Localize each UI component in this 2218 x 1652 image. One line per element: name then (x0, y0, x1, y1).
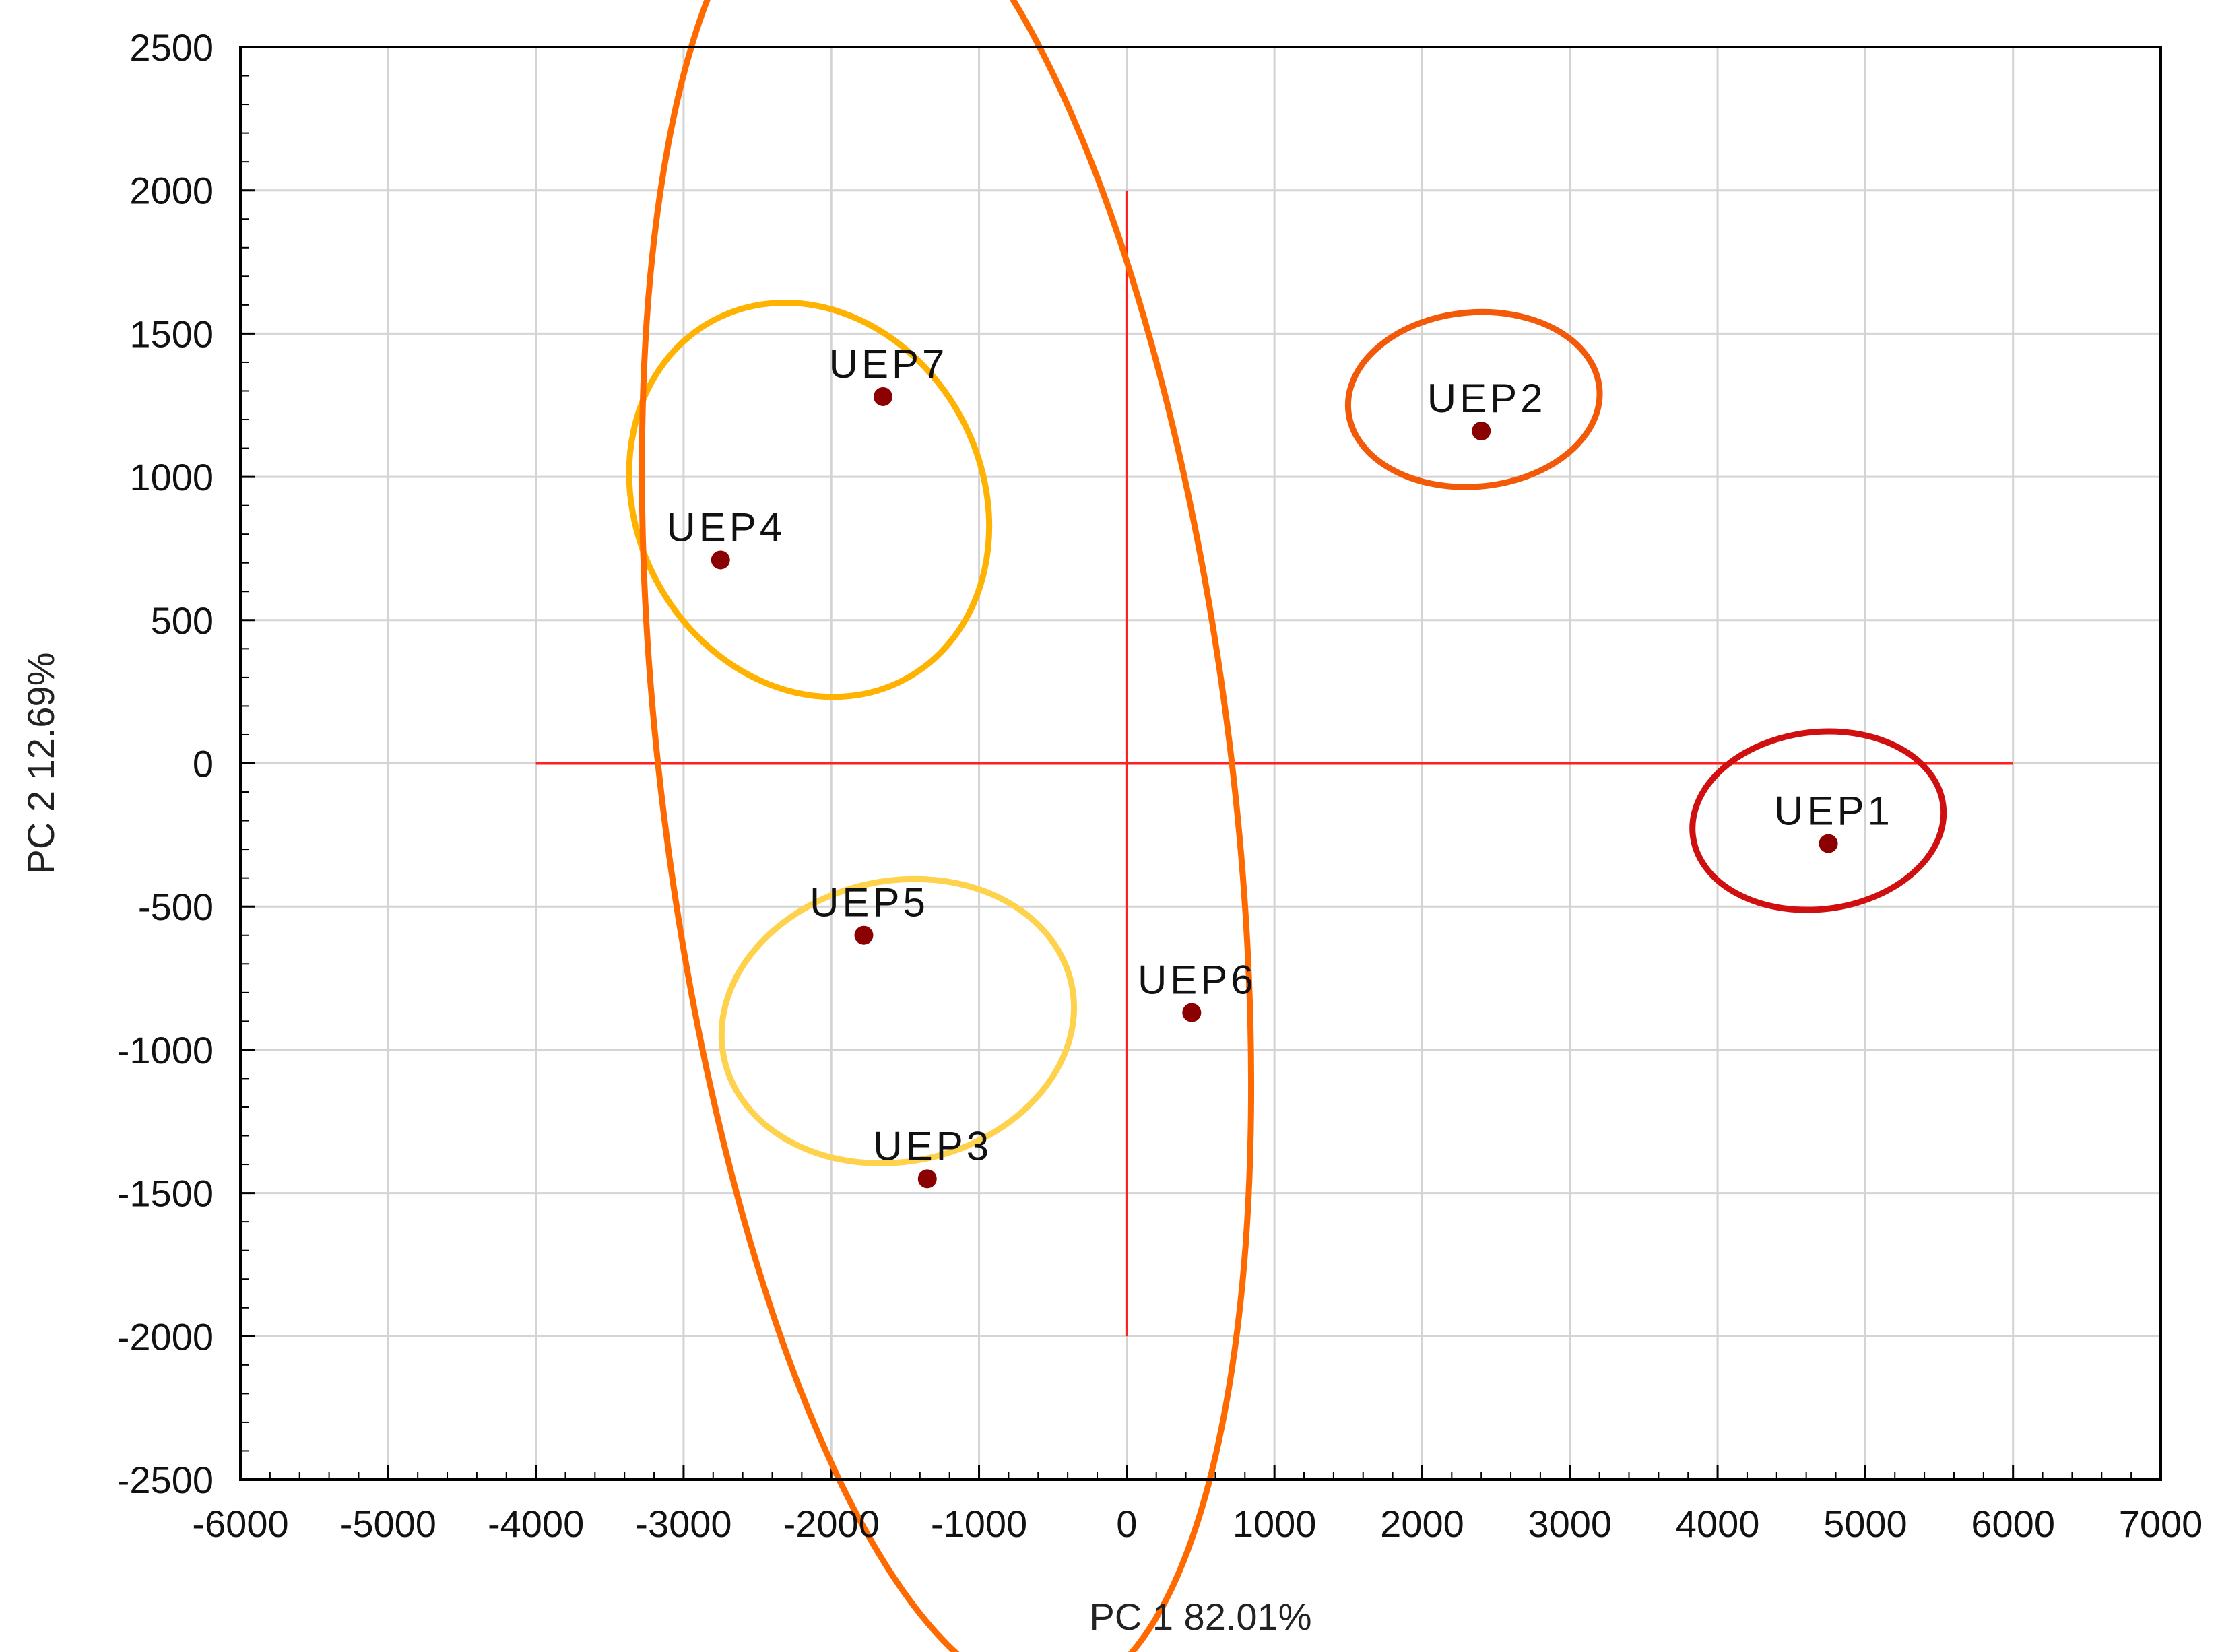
x-tick-label-11: 5000 (1823, 1502, 1907, 1545)
x-tick-label-4: -2000 (783, 1502, 880, 1545)
y-tick-label-7: 1000 (129, 456, 214, 498)
y-tick-label-10: 2500 (129, 26, 214, 69)
x-tick-label-2: -4000 (488, 1502, 584, 1545)
y-tick-label-1: -2000 (117, 1315, 214, 1358)
point-label-uep2: UEP2 (1427, 376, 1546, 421)
y-tick-label-9: 2000 (129, 170, 214, 212)
cluster-ellipse-uep2 (1344, 308, 1603, 490)
x-tick-label-9: 3000 (1528, 1502, 1612, 1545)
plot-frame (239, 46, 2162, 1481)
x-tick-label-13: 7000 (2119, 1502, 2203, 1545)
y-tick-label-8: 1500 (129, 312, 214, 355)
point-uep6 (1182, 1003, 1202, 1022)
x-axis-title: PC 1 82.01% (1090, 1595, 1312, 1638)
point-label-uep3: UEP3 (873, 1123, 992, 1168)
cluster-ellipses (626, 0, 1947, 1652)
point-label-uep4: UEP4 (666, 504, 785, 550)
point-label-uep1: UEP1 (1774, 789, 1893, 834)
y-axis-title: PC 2 12.69% (20, 653, 62, 875)
point-uep3 (917, 1169, 937, 1189)
y-tick-label-2: -1500 (117, 1172, 214, 1215)
y-tick-label-3: -1000 (117, 1029, 214, 1071)
x-tick-label-5: -1000 (931, 1502, 1027, 1545)
y-tick-label-0: -2500 (117, 1459, 214, 1501)
point-label-uep7: UEP7 (829, 341, 948, 387)
x-tick-label-3: -3000 (635, 1502, 731, 1545)
x-tick-label-12: 6000 (1971, 1502, 2055, 1545)
point-uep2 (1472, 422, 1491, 441)
cluster-ellipse-uep1 (1689, 728, 1947, 913)
y-tick-label-6: 500 (151, 599, 214, 642)
x-tick-label-7: 1000 (1233, 1502, 1317, 1545)
y-tick-label-5: 0 (193, 743, 214, 785)
x-tick-label-6: 0 (1116, 1502, 1137, 1545)
point-label-uep6: UEP6 (1138, 958, 1257, 1003)
y-tick-labels: -2500 -2000 -1500 -1000 -500 0 500 1000 1500 2000… (117, 26, 214, 1501)
x-tick-label-0: -6000 (192, 1502, 288, 1545)
cluster-ellipse-uep3-uep5 (718, 875, 1078, 1166)
x-tick-label-8: 2000 (1380, 1502, 1464, 1545)
cluster-ellipse-uep4-uep7 (626, 300, 993, 700)
y-tick-label-4: -500 (138, 886, 214, 928)
x-tick-label-1: -5000 (340, 1502, 436, 1545)
point-uep5 (854, 925, 874, 945)
x-tick-label-10: 4000 (1676, 1502, 1760, 1545)
point-uep1 (1819, 834, 1838, 853)
data-points (711, 387, 1838, 1189)
point-uep7 (873, 387, 892, 406)
point-uep4 (711, 550, 730, 570)
reference-lines (535, 190, 2013, 1337)
point-label-uep5: UEP5 (810, 880, 929, 925)
point-labels: UEP1 UEP2 UEP3 UEP4 UEP5 UEP6 UEP7 (666, 341, 1893, 1168)
x-tick-labels: -6000 -5000 -4000 -3000 -2000 -1000 0 1000 2000 3… (192, 1502, 2203, 1545)
cluster-ellipse-uep3-uep4-uep5-uep6-uep7 (639, 0, 1255, 1652)
